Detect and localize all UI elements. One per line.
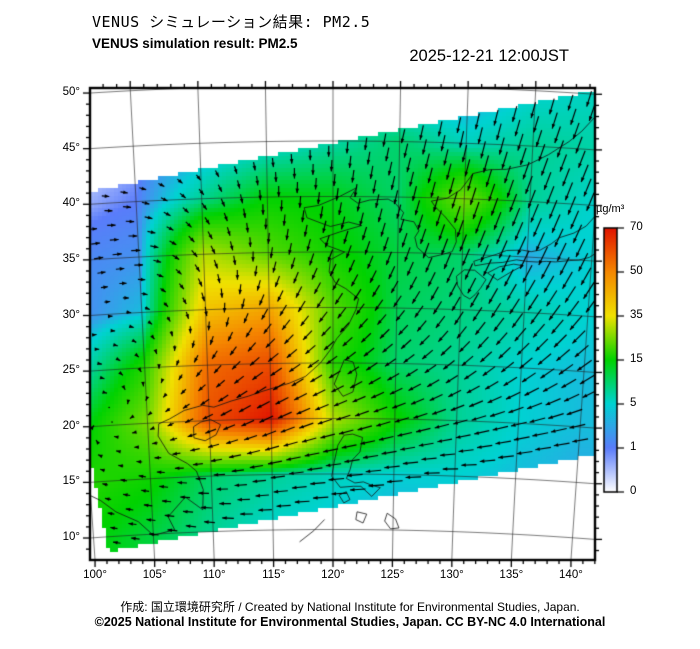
lat-tick-label: 50°	[62, 86, 80, 99]
lon-tick-label: 120°	[321, 569, 345, 581]
colorbar-tick-label: 50	[630, 265, 643, 277]
lon-tick-label: 110°	[202, 569, 226, 581]
credit-line: 作成: 国立環境研究所 / Created by National Instit…	[120, 600, 580, 614]
page-subtitle-english: VENUS simulation result: PM2.5	[92, 36, 298, 51]
colorbar-tick-label: 15	[630, 353, 643, 365]
lon-tick-label: 100°	[83, 569, 107, 581]
lat-tick-label: 30°	[62, 308, 80, 321]
lat-tick-label: 35°	[62, 252, 80, 265]
colorbar-tick-label: 5	[630, 397, 637, 409]
lat-tick-label: 45°	[62, 141, 80, 154]
simulation-datetime: 2025-12-21 12:00JST	[409, 47, 569, 65]
page-title-japanese: VENUS シミュレーション結果: PM2.5	[92, 13, 371, 31]
lon-tick-label: 130°	[439, 569, 464, 581]
lon-tick-label: 125°	[380, 569, 405, 581]
lat-tick-label: 10°	[62, 531, 80, 544]
lat-tick-label: 15°	[62, 475, 80, 488]
lat-tick-label: 40°	[62, 197, 80, 210]
lon-tick-label: 135°	[499, 569, 524, 581]
lon-tick-label: 140°	[559, 569, 583, 581]
lon-tick-label: 115°	[262, 569, 286, 581]
lon-tick-label: 105°	[142, 569, 167, 581]
colorbar-tick-label: 0	[630, 485, 637, 497]
colorbar-unit-label: µg/m³	[596, 203, 625, 215]
copyright-line: ©2025 National Institute for Environment…	[94, 615, 606, 629]
colorbar-tick-label: 70	[630, 221, 643, 233]
colorbar-tick-label: 35	[630, 309, 643, 321]
lat-tick-label: 25°	[62, 364, 80, 377]
lat-tick-label: 20°	[62, 419, 80, 432]
colorbar-tick-label: 1	[630, 441, 637, 453]
